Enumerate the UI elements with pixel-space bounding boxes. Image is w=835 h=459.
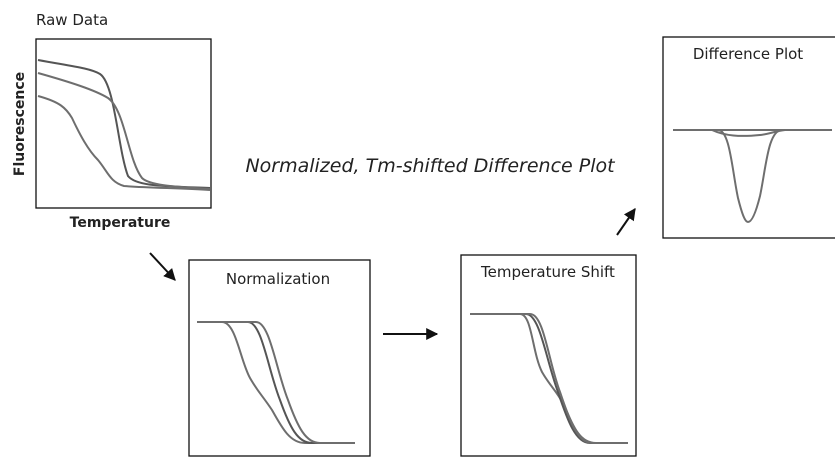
raw-data-title: Raw Data bbox=[36, 11, 108, 29]
normalization-panel bbox=[188, 259, 371, 457]
arrow bbox=[149, 252, 176, 281]
curve bbox=[470, 313, 628, 444]
curve bbox=[37, 95, 211, 191]
curve bbox=[470, 313, 628, 444]
difference-plot-panel bbox=[662, 36, 835, 239]
x-axis-label: Temperature bbox=[70, 215, 171, 231]
caption: Normalized, Tm-shifted Difference Plot bbox=[245, 155, 616, 177]
raw-data-panel bbox=[35, 38, 212, 209]
temperature-shift-title: Temperature Shift bbox=[480, 263, 615, 281]
normalization-title: Normalization bbox=[226, 270, 330, 288]
arrow bbox=[616, 208, 636, 236]
curve bbox=[197, 321, 355, 444]
curve bbox=[717, 129, 783, 224]
curve bbox=[197, 321, 355, 444]
y-axis-label: Fluorescence bbox=[12, 72, 28, 176]
curve bbox=[37, 72, 211, 190]
difference-plot-title: Difference Plot bbox=[693, 45, 803, 63]
curve bbox=[197, 321, 355, 444]
curve bbox=[37, 59, 211, 189]
